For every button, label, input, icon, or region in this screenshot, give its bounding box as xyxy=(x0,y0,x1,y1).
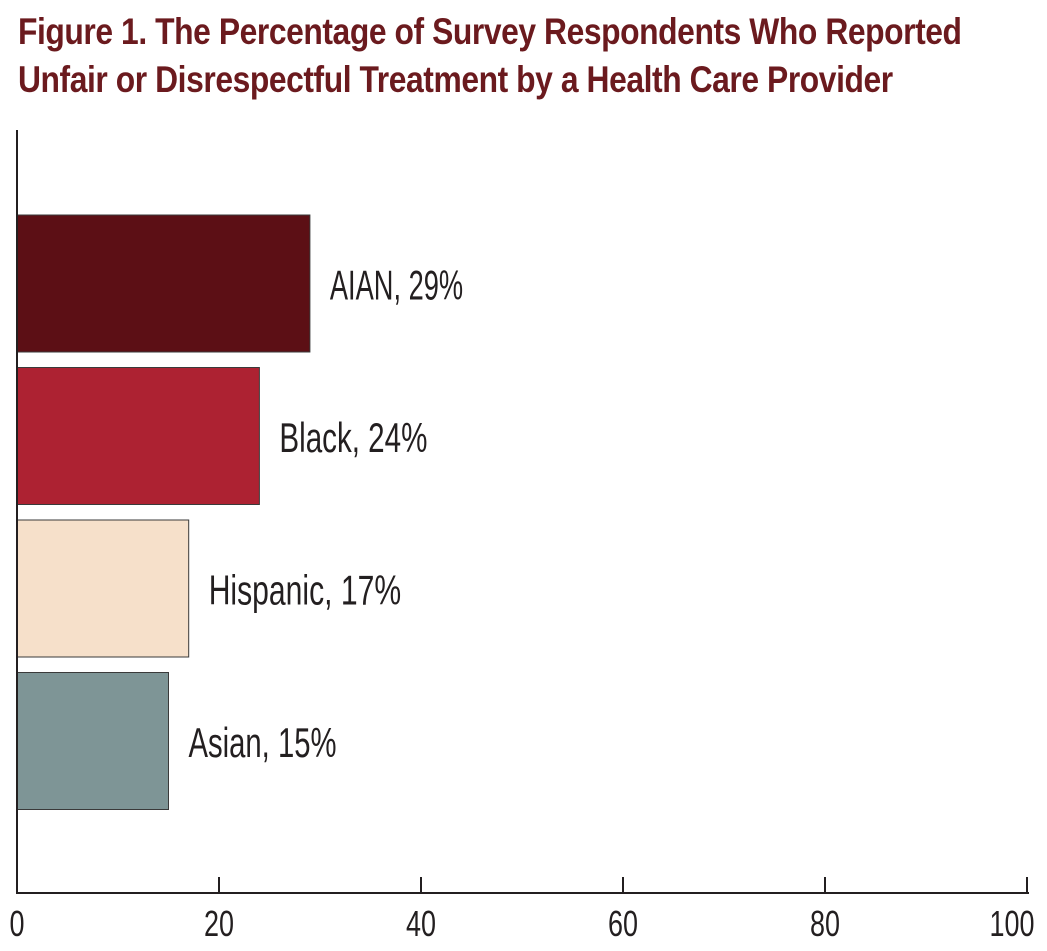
chart-title: Figure 1. The Percentage of Survey Respo… xyxy=(18,8,1038,104)
bar-label-aian: AIAN, 29% xyxy=(330,262,463,309)
bar-label-black: Black, 24% xyxy=(279,414,427,461)
x-ticks-group: 0 20 40 60 80 100 xyxy=(10,877,1035,944)
x-tick-label-0: 0 xyxy=(10,903,25,944)
x-tick-label-40: 40 xyxy=(406,903,436,944)
chart-title-line-1: Figure 1. The Percentage of Survey Respo… xyxy=(18,11,962,52)
x-tick-label-60: 60 xyxy=(608,903,638,944)
bar-labels-group: AIAN, 29% Black, 24% Hispanic, 17% Asian, 1… xyxy=(189,262,464,767)
x-tick-label-100: 100 xyxy=(990,903,1035,944)
x-tick-label-20: 20 xyxy=(204,903,234,944)
bar-black xyxy=(16,367,260,505)
bars-group xyxy=(16,214,311,810)
bar-label-hispanic: Hispanic, 17% xyxy=(209,567,401,614)
bar-asian xyxy=(16,672,169,810)
bar-aian xyxy=(16,214,311,353)
x-tick-label-80: 80 xyxy=(810,903,840,944)
chart-title-line-2: Unfair or Disrespectful Treatment by a H… xyxy=(18,59,893,100)
bar-hispanic xyxy=(16,519,190,658)
bar-label-asian: Asian, 15% xyxy=(189,719,337,766)
